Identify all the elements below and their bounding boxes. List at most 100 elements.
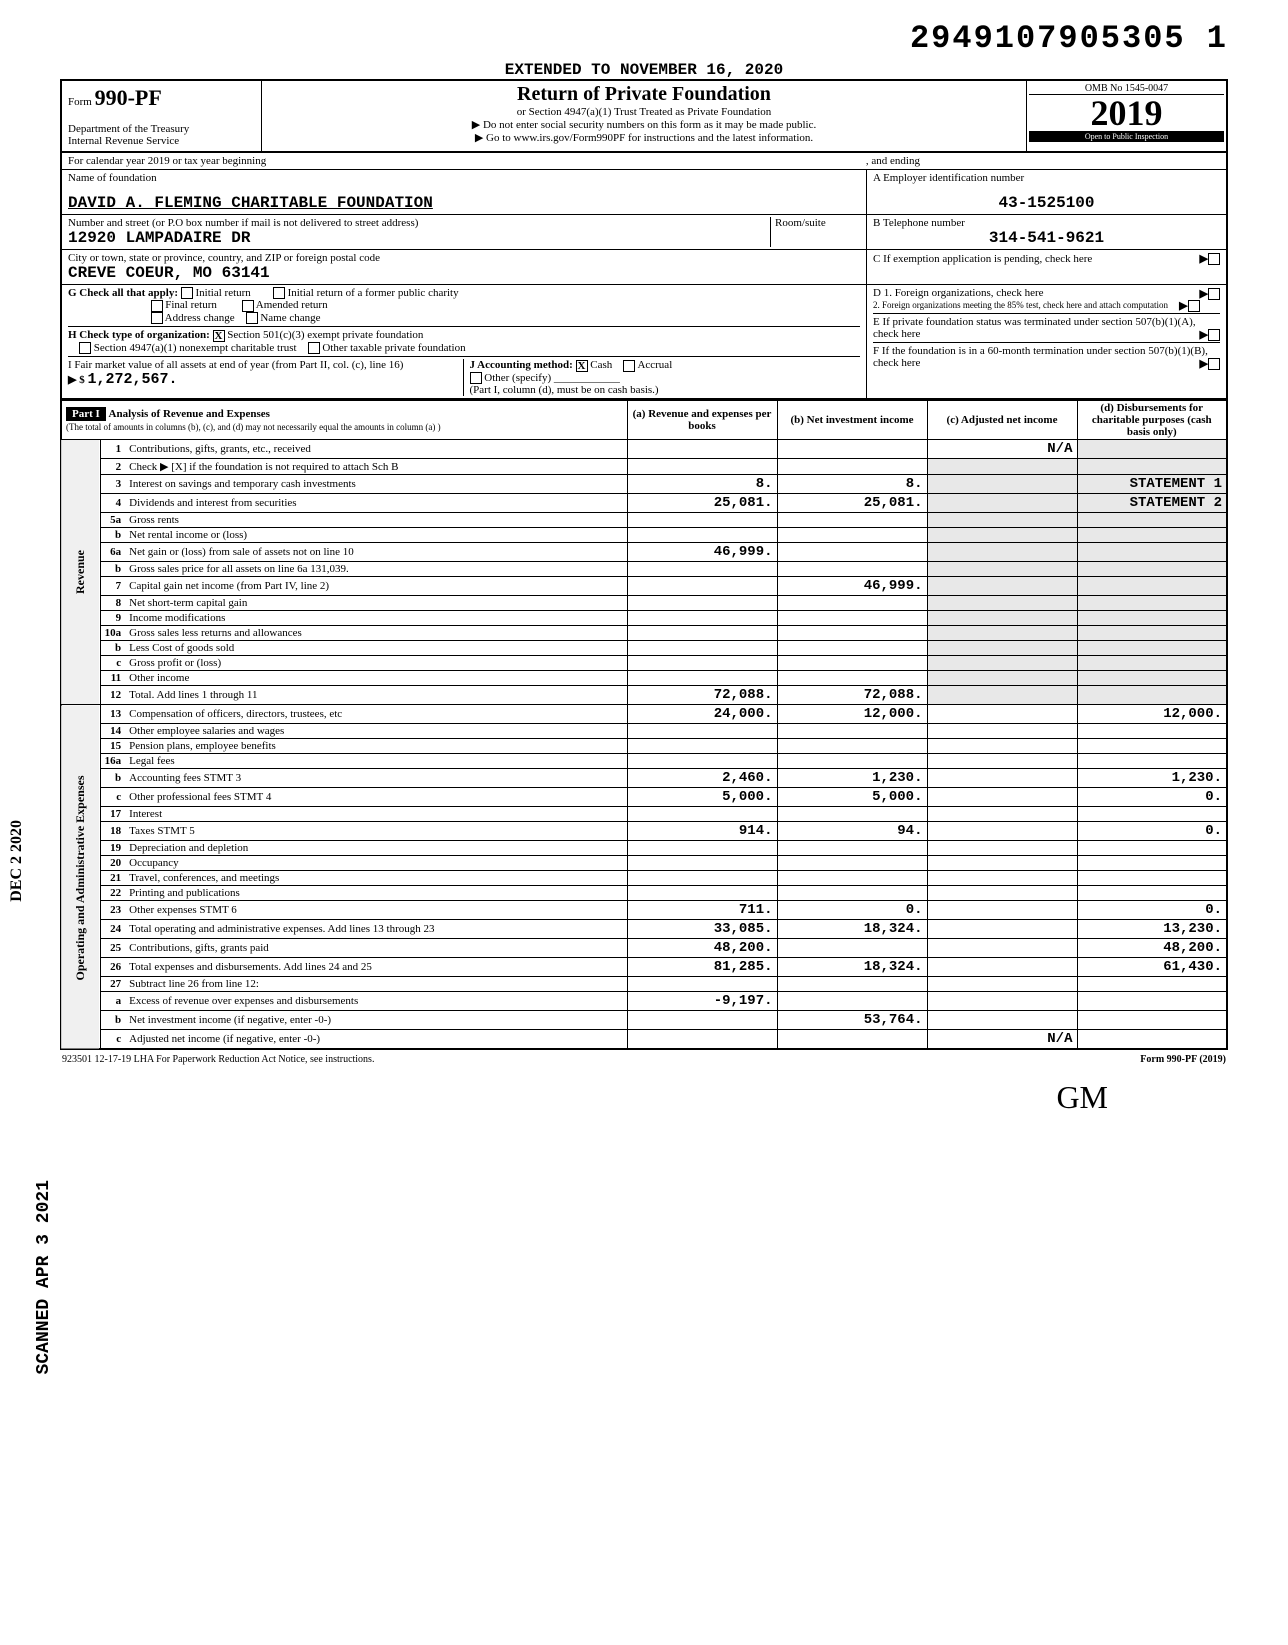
amount-cell: [627, 562, 777, 577]
amount-cell: 0.: [1077, 788, 1227, 807]
box-d2-checkbox[interactable]: [1188, 300, 1200, 312]
line-description: Dividends and interest from securities: [125, 494, 627, 513]
line-number: 3: [100, 475, 125, 494]
box-e-checkbox[interactable]: [1208, 329, 1220, 341]
amount-cell: 24,000.: [627, 705, 777, 724]
amount-cell: [777, 886, 927, 901]
box-b-label: B Telephone number: [873, 217, 1220, 229]
g-name-change[interactable]: [246, 312, 258, 324]
table-row: 22Printing and publications: [61, 886, 1227, 901]
box-d1-label: D 1. Foreign organizations, check here: [873, 287, 1044, 299]
box-d1-checkbox[interactable]: [1208, 288, 1220, 300]
table-row: 7Capital gain net income (from Part IV, …: [61, 577, 1227, 596]
g-initial-former[interactable]: [273, 287, 285, 299]
amount-cell: -9,197.: [627, 992, 777, 1011]
line-number: 1: [100, 440, 125, 459]
line-description: Other professional fees STMT 4: [125, 788, 627, 807]
amount-cell: [777, 977, 927, 992]
amount-cell: [777, 611, 927, 626]
amount-cell: [777, 671, 927, 686]
line-description: Travel, conferences, and meetings: [125, 871, 627, 886]
line-description: Gross sales price for all assets on line…: [125, 562, 627, 577]
table-row: 3Interest on savings and temporary cash …: [61, 475, 1227, 494]
amount-cell: 33,085.: [627, 920, 777, 939]
amount-cell: [927, 739, 1077, 754]
street-address: 12920 LAMPADAIRE DR: [68, 229, 770, 247]
amount-cell: [627, 440, 777, 459]
line-description: Interest on savings and temporary cash i…: [125, 475, 627, 494]
line-number: 4: [100, 494, 125, 513]
amount-cell: [1077, 671, 1227, 686]
amount-cell: [1077, 543, 1227, 562]
line-number: 6a: [100, 543, 125, 562]
amount-cell: [627, 459, 777, 475]
amount-cell: 12,000.: [1077, 705, 1227, 724]
g-amended-return[interactable]: [242, 300, 254, 312]
j-other[interactable]: [470, 372, 482, 384]
table-row: 14Other employee salaries and wages: [61, 724, 1227, 739]
line-number: 16a: [100, 754, 125, 769]
h-other-taxable[interactable]: [308, 342, 320, 354]
amount-cell: [777, 440, 927, 459]
section-i-j: I Fair market value of all assets at end…: [68, 356, 860, 396]
g-address-change[interactable]: [151, 312, 163, 324]
amount-cell: 46,999.: [777, 577, 927, 596]
footer-left: 923501 12-17-19 LHA For Paperwork Reduct…: [62, 1054, 374, 1065]
foundation-name: DAVID A. FLEMING CHARITABLE FOUNDATION: [68, 194, 860, 212]
line-description: Net gain or (loss) from sale of assets n…: [125, 543, 627, 562]
line-description: Capital gain net income (from Part IV, l…: [125, 577, 627, 596]
amount-cell: [777, 513, 927, 528]
calendar-ending-label: , and ending: [866, 155, 920, 167]
h-4947a1[interactable]: [79, 342, 91, 354]
j-cash[interactable]: X: [576, 360, 588, 372]
amount-cell: 2,460.: [627, 769, 777, 788]
amount-cell: [777, 543, 927, 562]
amount-cell: [927, 992, 1077, 1011]
form-header: Form 990-PF Department of the Treasury I…: [60, 79, 1228, 153]
amount-cell: 5,000.: [777, 788, 927, 807]
table-row: bAccounting fees STMT 32,460.1,230.1,230…: [61, 769, 1227, 788]
amount-cell: [927, 871, 1077, 886]
table-row: 15Pension plans, employee benefits: [61, 739, 1227, 754]
amount-cell: [927, 724, 1077, 739]
amount-cell: [927, 626, 1077, 641]
amount-cell: [1077, 459, 1227, 475]
line-number: 2: [100, 459, 125, 475]
table-row: 19Depreciation and depletion: [61, 841, 1227, 856]
amount-cell: [777, 739, 927, 754]
line-number: c: [100, 656, 125, 671]
g-initial-return[interactable]: [181, 287, 193, 299]
amount-cell: N/A: [927, 440, 1077, 459]
amount-cell: [927, 886, 1077, 901]
amount-cell: 81,285.: [627, 958, 777, 977]
line-description: Gross profit or (loss): [125, 656, 627, 671]
line-description: Total expenses and disbursements. Add li…: [125, 958, 627, 977]
table-row: cAdjusted net income (if negative, enter…: [61, 1030, 1227, 1050]
form-subtitle-3: ▶ Go to www.irs.gov/Form990PF for instru…: [268, 131, 1020, 144]
amount-cell: [927, 611, 1077, 626]
amount-cell: [1077, 528, 1227, 543]
table-row: 17Interest: [61, 807, 1227, 822]
amount-cell: [1077, 440, 1227, 459]
box-c-checkbox[interactable]: [1208, 253, 1220, 265]
col-d-header: (d) Disbursements for charitable purpose…: [1077, 400, 1227, 440]
g-final-return[interactable]: [151, 300, 163, 312]
line-number: 25: [100, 939, 125, 958]
amount-cell: [777, 856, 927, 871]
line-number: 24: [100, 920, 125, 939]
line-description: Accounting fees STMT 3: [125, 769, 627, 788]
line-description: Net investment income (if negative, ente…: [125, 1011, 627, 1030]
line-description: Income modifications: [125, 611, 627, 626]
box-f-checkbox[interactable]: [1208, 358, 1220, 370]
line-number: 18: [100, 822, 125, 841]
table-row: bLess Cost of goods sold: [61, 641, 1227, 656]
j-accrual[interactable]: [623, 360, 635, 372]
amount-cell: [627, 611, 777, 626]
line-number: b: [100, 641, 125, 656]
amount-cell: [627, 671, 777, 686]
line-description: Less Cost of goods sold: [125, 641, 627, 656]
table-row: bNet rental income or (loss): [61, 528, 1227, 543]
amount-cell: [627, 807, 777, 822]
amount-cell: [1077, 886, 1227, 901]
h-501c3[interactable]: X: [213, 330, 225, 342]
